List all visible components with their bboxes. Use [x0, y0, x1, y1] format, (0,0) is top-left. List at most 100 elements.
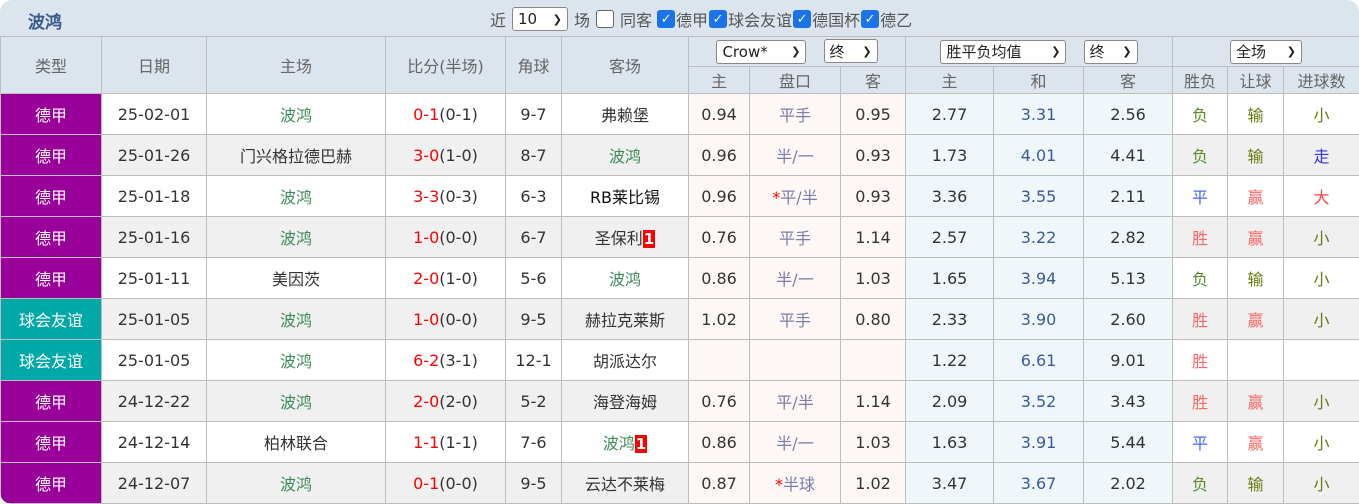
away-team[interactable]: 波鸿 [561, 134, 689, 176]
score[interactable]: 6-2(3-1) [385, 339, 506, 381]
subcol-res_sub: 胜负 [1172, 66, 1228, 94]
period-select[interactable]: 全场 ❯ [1230, 39, 1302, 64]
table-row[interactable]: 德甲 24-12-14 柏林联合 1-1(1-1) 7-6 波鸿1 0.86 半… [0, 421, 1359, 463]
goals-result: 小 [1282, 462, 1359, 504]
home-team[interactable]: 波鸿 [206, 339, 386, 381]
league-type[interactable]: 球会友谊 [0, 298, 102, 340]
home-team[interactable]: 门兴格拉德巴赫 [206, 134, 386, 176]
league-type[interactable]: 德甲 [0, 216, 102, 258]
away-team[interactable]: 弗赖堡 [561, 93, 689, 135]
league-label: 德乙 [880, 11, 913, 30]
league-checkbox[interactable]: ✓ [793, 10, 812, 28]
league-label: 德国杯 [812, 11, 861, 30]
eu-stage-select[interactable]: 终 ❯ [1083, 39, 1138, 64]
eu-home-odds: 1.73 [905, 134, 994, 176]
league-checkbox[interactable]: ✓ [861, 10, 880, 28]
eu-away-odds: 2.56 [1083, 93, 1173, 135]
home-team[interactable]: 波鸿 [206, 216, 386, 258]
ah-line-value: 半/一 [776, 270, 814, 289]
subcol-ah_sub: 主 [688, 66, 750, 94]
score[interactable]: 2-0(1-0) [385, 257, 506, 299]
half-score: (0-0) [439, 227, 478, 247]
score[interactable]: 3-3(0-3) [385, 175, 506, 217]
ah-home-odds: 0.76 [688, 216, 750, 258]
table-row[interactable]: 球会友谊 25-01-05 波鸿 6-2(3-1) 12-1 胡派达尔 1.22… [0, 339, 1359, 381]
league-type[interactable]: 德甲 [0, 257, 102, 299]
home-team[interactable]: 波鸿 [206, 380, 386, 422]
ah-line-value: 平手 [778, 106, 811, 125]
table-row[interactable]: 德甲 25-01-16 波鸿 1-0(0-0) 6-7 圣保利1 0.76 平手… [0, 216, 1359, 258]
ah-line: 平手 [749, 216, 841, 258]
score[interactable]: 2-0(2-0) [385, 380, 506, 422]
away-team-name: 波鸿 [602, 434, 635, 453]
corners: 9-5 [505, 298, 562, 340]
league-checkbox[interactable]: ✓ [709, 10, 728, 28]
away-team[interactable]: 圣保利1 [561, 216, 689, 258]
ah-line-value: 平/半 [780, 188, 818, 207]
period-value: 全场 [1236, 43, 1267, 62]
league-type[interactable]: 德甲 [0, 134, 102, 176]
half-score: (2-0) [439, 391, 478, 411]
ah-away-odds: 0.93 [840, 175, 906, 217]
recent-count-select[interactable]: 10 ❯ [512, 7, 569, 31]
subcol-res_sub: 让球 [1227, 66, 1284, 94]
ah-stage-select[interactable]: 终 ❯ [823, 39, 878, 64]
home-team[interactable]: 波鸿 [206, 175, 386, 217]
table-row[interactable]: 德甲 25-01-11 美因茨 2-0(1-0) 5-6 波鸿 0.86 半/一… [0, 257, 1359, 299]
away-team[interactable]: 波鸿1 [561, 421, 689, 463]
ah-line-value: 平手 [778, 229, 811, 248]
eu-draw-odds: 3.31 [993, 93, 1084, 135]
handicap-result: 赢 [1227, 380, 1284, 422]
ah-line: *半球 [749, 462, 841, 504]
home-team-name: 波鸿 [279, 393, 312, 412]
ah-home-odds [688, 339, 750, 381]
away-team[interactable]: 海登海姆 [561, 380, 689, 422]
table-row[interactable]: 德甲 25-02-01 波鸿 0-1(0-1) 9-7 弗赖堡 0.94 平手 … [0, 93, 1359, 135]
league-type[interactable]: 德甲 [0, 380, 102, 422]
league-checkbox[interactable]: ✓ [657, 10, 676, 28]
score[interactable]: 1-0(0-0) [385, 216, 506, 258]
handicap-result: 赢 [1227, 175, 1284, 217]
home-team[interactable]: 波鸿 [206, 462, 386, 504]
league-type[interactable]: 德甲 [0, 175, 102, 217]
away-team[interactable]: 胡派达尔 [561, 339, 689, 381]
home-team[interactable]: 柏林联合 [206, 421, 386, 463]
away-team[interactable]: 赫拉克莱斯 [561, 298, 689, 340]
table-row[interactable]: 德甲 24-12-07 波鸿 0-1(0-0) 9-5 云达不莱梅 0.87 *… [0, 462, 1359, 504]
home-team[interactable]: 波鸿 [206, 298, 386, 340]
corners: 5-6 [505, 257, 562, 299]
table-row[interactable]: 德甲 25-01-18 波鸿 3-3(0-3) 6-3 RB莱比锡 0.96 *… [0, 175, 1359, 217]
full-score: 1-0 [413, 309, 440, 329]
corners: 5-2 [505, 380, 562, 422]
home-team[interactable]: 美因茨 [206, 257, 386, 299]
full-score: 1-0 [413, 227, 440, 247]
score[interactable]: 3-0(1-0) [385, 134, 506, 176]
same-away-checkbox[interactable] [596, 10, 615, 28]
chevron-down-icon: ❯ [1286, 45, 1296, 59]
table-row[interactable]: 德甲 24-12-22 波鸿 2-0(2-0) 5-2 海登海姆 0.76 平/… [0, 380, 1359, 422]
league-type[interactable]: 球会友谊 [0, 339, 102, 381]
score[interactable]: 0-1(0-0) [385, 462, 506, 504]
ah-company-select[interactable]: Crow* ❯ [716, 39, 807, 64]
games-label: 场 [574, 11, 591, 30]
eu-type-select[interactable]: 胜平负均值 ❯ [940, 39, 1067, 64]
eu-away-odds: 2.02 [1083, 462, 1173, 504]
handicap-result: 赢 [1227, 216, 1284, 258]
table-row[interactable]: 球会友谊 25-01-05 波鸿 1-0(0-0) 9-5 赫拉克莱斯 1.02… [0, 298, 1359, 340]
score[interactable]: 0-1(0-1) [385, 93, 506, 135]
home-team[interactable]: 波鸿 [206, 93, 386, 135]
league-label: 球会友谊 [728, 11, 793, 30]
away-team[interactable]: RB莱比锡 [561, 175, 689, 217]
chevron-down-icon: ❯ [1122, 45, 1132, 59]
eu-draw-odds: 3.22 [993, 216, 1084, 258]
away-team[interactable]: 波鸿 [561, 257, 689, 299]
away-team[interactable]: 云达不莱梅 [561, 462, 689, 504]
score[interactable]: 1-1(1-1) [385, 421, 506, 463]
home-team-name: 波鸿 [279, 106, 312, 125]
league-type[interactable]: 德甲 [0, 421, 102, 463]
league-type[interactable]: 德甲 [0, 93, 102, 135]
table-row[interactable]: 德甲 25-01-26 门兴格拉德巴赫 3-0(1-0) 8-7 波鸿 0.96… [0, 134, 1359, 176]
score[interactable]: 1-0(0-0) [385, 298, 506, 340]
league-type[interactable]: 德甲 [0, 462, 102, 504]
